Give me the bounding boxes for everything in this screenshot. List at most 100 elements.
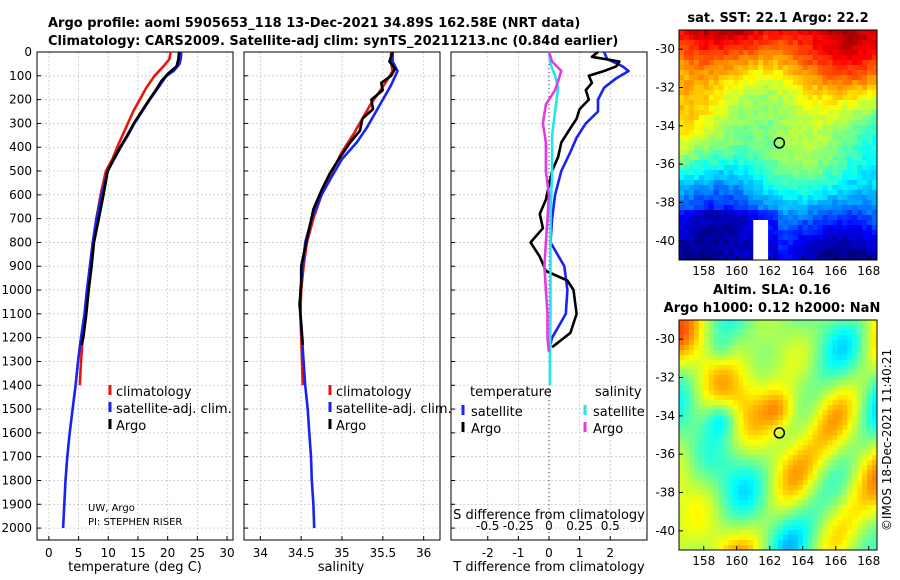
map-cell: [728, 520, 734, 526]
map-cell: [832, 435, 838, 441]
map-cell: [748, 420, 754, 426]
map-cell: [822, 345, 828, 351]
map-cell: [753, 450, 759, 456]
legend-label: Argo: [336, 419, 366, 434]
map-cell: [753, 70, 759, 76]
map-cell: [778, 375, 784, 381]
map-cell: [872, 255, 878, 261]
map-cell: [733, 125, 739, 131]
map-cell: [827, 365, 833, 371]
map-cell: [797, 425, 804, 431]
map-cell: [782, 65, 789, 71]
map-cell: [703, 75, 710, 81]
map-cell: [812, 360, 818, 366]
map-cell: [698, 195, 705, 201]
map-cell: [683, 240, 690, 246]
map-cell: [679, 140, 685, 146]
x-tick-label: 20: [160, 546, 175, 560]
map-cell: [778, 475, 784, 481]
map-cell: [748, 440, 754, 446]
map-cell: [748, 200, 754, 206]
map-cell: [708, 230, 715, 236]
map-cell: [837, 420, 843, 426]
map-cell: [773, 180, 779, 186]
map-cell: [872, 475, 878, 481]
map-cell: [872, 145, 878, 151]
map-cell: [852, 540, 858, 546]
map-cell: [827, 545, 833, 551]
map-cell: [748, 160, 754, 166]
map-cell: [773, 190, 779, 196]
map-cell: [782, 150, 789, 156]
map-cell: [743, 450, 749, 456]
map-cell: [862, 490, 868, 496]
map-cell: [738, 500, 744, 506]
map-cell: [763, 120, 769, 126]
map-cell: [827, 495, 833, 501]
map-cell: [842, 415, 848, 421]
map-cell: [857, 415, 863, 421]
map-cell: [797, 90, 804, 96]
map-cell: [763, 510, 769, 516]
map-cell: [693, 370, 700, 376]
map-cell: [683, 85, 690, 91]
map-cell: [852, 60, 858, 66]
map-cell: [822, 515, 828, 521]
map-cell: [862, 240, 868, 246]
map-cell: [812, 475, 818, 481]
map-cell: [768, 485, 774, 491]
map-cell: [683, 360, 690, 366]
map-cell: [728, 425, 734, 431]
map-cell: [708, 85, 715, 91]
map-cell: [683, 245, 690, 251]
map-cell: [703, 345, 710, 351]
map-cell: [857, 360, 863, 366]
map-cell: [792, 500, 799, 506]
map-cell: [782, 75, 789, 81]
map-cell: [763, 430, 769, 436]
y-tick-label: 500: [9, 164, 32, 178]
map-cell: [753, 135, 759, 141]
map-cell: [758, 190, 764, 196]
map-cell: [743, 545, 749, 551]
map-cell: [723, 110, 729, 116]
map-cell: [688, 395, 695, 401]
map-cell: [792, 60, 799, 66]
map-cell: [733, 345, 739, 351]
map-cell: [807, 430, 814, 436]
map-cell: [728, 510, 734, 516]
map-cell: [698, 360, 705, 366]
map-cell: [703, 185, 710, 191]
map-cell: [683, 185, 690, 191]
map-cell: [723, 200, 729, 206]
map-cell: [787, 225, 794, 231]
map-cell: [837, 170, 843, 176]
map-cell: [787, 400, 794, 406]
map-cell: [792, 40, 799, 46]
map-cell: [753, 515, 759, 521]
map-cell: [728, 535, 734, 541]
map-cell: [847, 100, 853, 106]
map-cell: [693, 45, 700, 51]
map-cell: [867, 95, 873, 101]
map-cell: [748, 325, 754, 331]
map-cell: [782, 230, 789, 236]
map-cell: [822, 55, 828, 61]
map-cell: [857, 410, 863, 416]
map-cell: [857, 80, 863, 86]
map-cell: [768, 145, 774, 151]
map-cell: [723, 45, 729, 51]
map-cell: [862, 235, 868, 241]
map-cell: [733, 210, 739, 216]
map-cell: [787, 395, 794, 401]
map-cell: [857, 445, 863, 451]
map-cell: [693, 465, 700, 471]
map-cell: [768, 195, 774, 201]
map-cell: [842, 145, 848, 151]
map-cell: [787, 95, 794, 101]
map-cell: [773, 515, 779, 521]
map-cell: [728, 45, 734, 51]
map-cell: [683, 235, 690, 241]
map-cell: [872, 230, 878, 236]
map-cell: [827, 195, 833, 201]
